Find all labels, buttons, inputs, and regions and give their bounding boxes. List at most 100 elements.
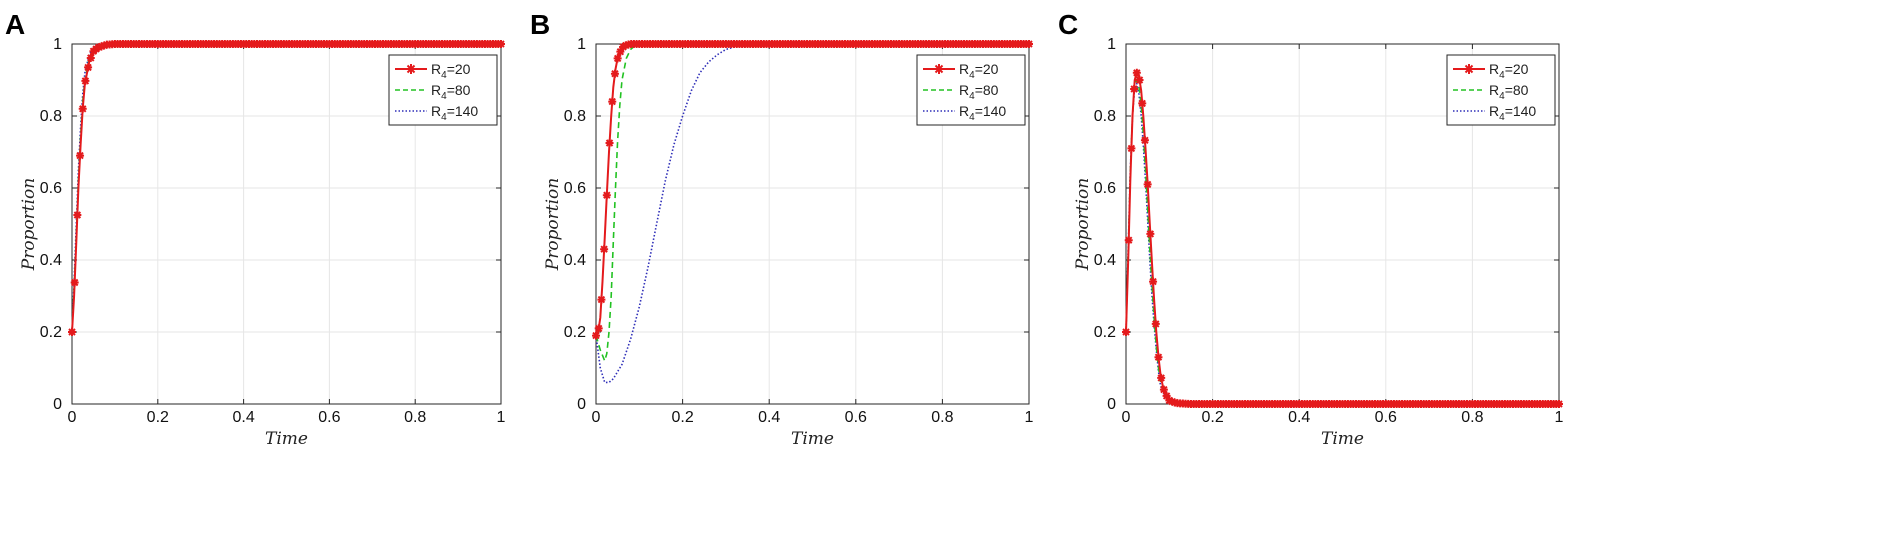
- series-marker: [608, 97, 617, 106]
- series-marker: [597, 295, 606, 304]
- y-tick-label: 0.2: [564, 324, 586, 341]
- legend-label-subscript: 4: [1499, 112, 1505, 123]
- y-tick-label: 0.4: [564, 252, 586, 269]
- y-tick-label: 0: [1107, 396, 1116, 413]
- series-marker: [1132, 68, 1141, 77]
- x-tick-label: 0.2: [147, 409, 169, 426]
- series-marker: [1130, 85, 1139, 93]
- legend-entry-label: R4=80: [1489, 82, 1529, 102]
- series-marker: [1025, 40, 1033, 48]
- x-tick-label: 0.6: [845, 409, 867, 426]
- legend-label-symbol: R: [431, 103, 441, 119]
- legend-label-symbol: R: [431, 82, 441, 98]
- y-tick-label: 1: [577, 36, 586, 53]
- legend-label-symbol: R: [1489, 61, 1499, 77]
- y-axis-label: Proportion: [19, 178, 39, 272]
- series-marker: [78, 104, 87, 113]
- legend-label-value: =140: [1505, 103, 1537, 119]
- legend-label-subscript: 4: [441, 112, 447, 123]
- legend-entry-label: R4=20: [1489, 61, 1529, 81]
- legend-label-subscript: 4: [441, 70, 447, 81]
- panel-letter: A: [5, 9, 25, 40]
- x-tick-label: 0.8: [931, 409, 953, 426]
- legend-label-symbol: R: [959, 103, 969, 119]
- series-marker: [605, 139, 614, 147]
- legend-label-value: =80: [975, 82, 999, 98]
- series-line-2: [595, 43, 1029, 384]
- y-tick-label: 1: [53, 36, 62, 53]
- legend-entry-label: R4=80: [431, 82, 471, 102]
- chart-panel-c: C 0 0.2 0.4 0.6 0.8 1 0 0.2 0.4 0.6 0.8 1 Time Proport…: [1058, 9, 1564, 449]
- legend-label-subscript: 4: [969, 91, 975, 102]
- y-tick-label: 0.8: [1094, 108, 1116, 125]
- series-marker: [1151, 319, 1160, 328]
- x-tick-label: 0.8: [404, 409, 426, 426]
- y-tick-label: 0.6: [40, 180, 62, 197]
- x-axis-label: Time: [265, 429, 308, 449]
- y-tick-label: 0.2: [40, 324, 62, 341]
- legend-label-symbol: R: [1489, 103, 1499, 119]
- x-tick-label: 0.6: [318, 409, 340, 426]
- legend-label-value: =140: [447, 103, 479, 119]
- y-tick-label: 0.6: [564, 180, 586, 197]
- series-marker: [73, 211, 82, 219]
- series-marker: [1143, 180, 1152, 189]
- x-tick-label: 1: [1555, 409, 1564, 426]
- chart-panel-a: A 0 0.2 0.4 0.6 0.8 1 0 0.2 0.4 0.6 0.8 1 Time Proport…: [5, 9, 506, 449]
- series-marker: [70, 278, 79, 287]
- legend-label-symbol: R: [959, 61, 969, 77]
- series-marker: [1122, 328, 1130, 336]
- x-tick-label: 1: [497, 409, 506, 426]
- series-marker: [1159, 385, 1168, 394]
- series-marker: [1555, 400, 1563, 408]
- x-tick-label: 0: [592, 409, 601, 426]
- x-tick-label: 0.4: [232, 409, 254, 426]
- y-tick-label: 0: [577, 396, 586, 413]
- series-marker: [610, 69, 619, 78]
- legend-label-symbol: R: [959, 82, 969, 98]
- legend-label-value: =20: [975, 61, 999, 77]
- legend-entry-label: R4=140: [1489, 103, 1536, 123]
- x-tick-label: 0.2: [1201, 409, 1223, 426]
- legend-label-symbol: R: [431, 61, 441, 77]
- chart-panel-b: B 0 0.2 0.4 0.6 0.8 1 0 0.2 0.4 0.6 0.8 1 Time Proport…: [530, 9, 1034, 449]
- series-marker: [1165, 396, 1174, 405]
- panel-letter: C: [1058, 9, 1078, 40]
- y-tick-label: 0.8: [40, 108, 62, 125]
- y-tick-label: 0.4: [40, 252, 62, 269]
- legend-label-subscript: 4: [969, 112, 975, 123]
- series-marker: [1124, 236, 1133, 245]
- legend-swatch-marker: [934, 64, 944, 74]
- series-marker: [81, 76, 90, 85]
- legend-label-value: =140: [975, 103, 1007, 119]
- panel-letter: B: [530, 9, 550, 40]
- legend-entry-label: R4=140: [959, 103, 1006, 123]
- y-tick-label: 0: [53, 396, 62, 413]
- legend-entry-label: R4=20: [431, 61, 471, 81]
- series-marker: [1154, 353, 1163, 362]
- legend-label-value: =20: [1505, 61, 1529, 77]
- series-marker: [497, 40, 505, 48]
- series-marker: [602, 191, 611, 200]
- series-line-2: [1125, 81, 1559, 405]
- series-marker: [1138, 99, 1147, 108]
- legend-label-value: =20: [447, 61, 471, 77]
- series-marker: [600, 245, 609, 254]
- legend-label-subscript: 4: [1499, 70, 1505, 81]
- legend-swatch-marker: [1464, 64, 1474, 74]
- legend-label-subscript: 4: [441, 91, 447, 102]
- x-tick-label: 0: [68, 409, 77, 426]
- series-marker: [613, 54, 622, 63]
- x-tick-label: 0.4: [1288, 409, 1310, 426]
- series-marker: [1135, 76, 1144, 84]
- series-line-1: [1125, 78, 1559, 405]
- legend-entry-label: R4=140: [431, 103, 478, 123]
- y-tick-label: 0.4: [1094, 252, 1116, 269]
- legend-label-subscript: 4: [969, 70, 975, 81]
- legend-entry-label: R4=80: [959, 82, 999, 102]
- legend-label-symbol: R: [1489, 82, 1499, 98]
